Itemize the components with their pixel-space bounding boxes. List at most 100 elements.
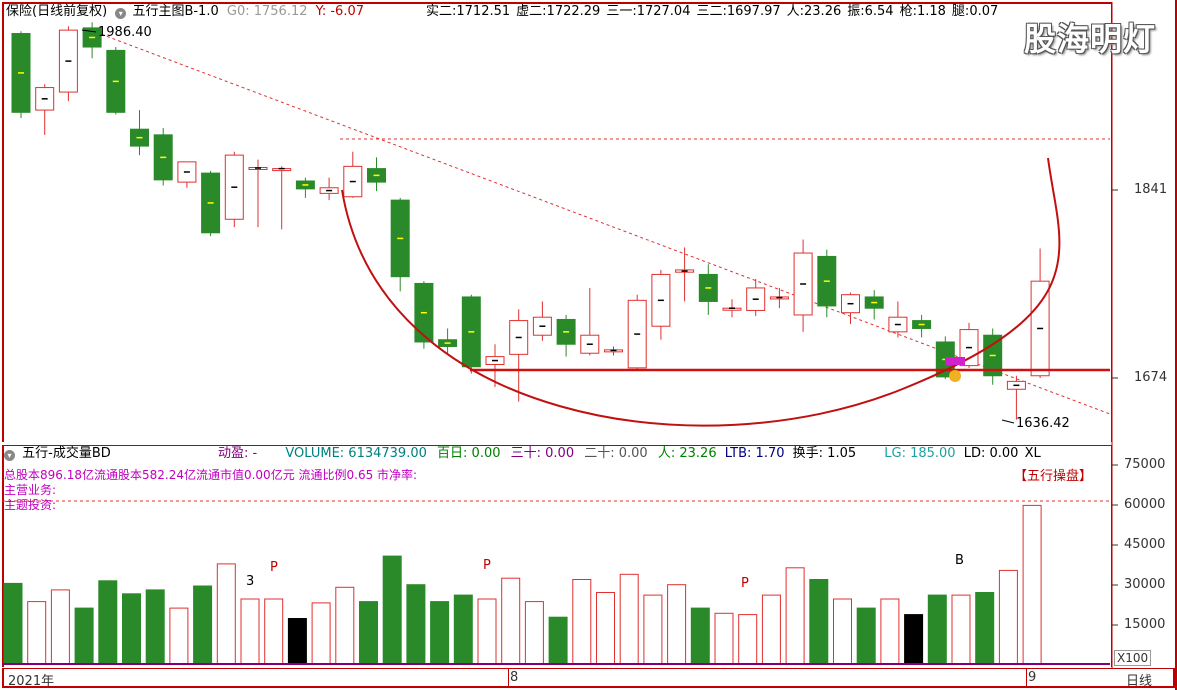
info-line-business: 主营业务:	[4, 483, 57, 497]
indicator-item-label: 枪:	[899, 4, 917, 19]
ren-value: 人: 23.26	[657, 446, 717, 461]
annotation-pointer	[81, 29, 97, 33]
low-price-annotation: 1636.42	[1016, 416, 1070, 431]
period-label[interactable]: 日线	[1126, 674, 1153, 689]
volume-axis-tick-30000: 30000	[1124, 577, 1166, 592]
signal-box	[945, 357, 965, 365]
xl-value: XL	[1024, 446, 1041, 461]
stock-title[interactable]: 保险(日线前复权)	[6, 4, 108, 19]
volume-bar	[548, 616, 568, 665]
period-box[interactable]	[1112, 668, 1175, 688]
volume-bar	[477, 598, 497, 665]
volume-bar	[572, 579, 592, 665]
volume-bar	[240, 598, 260, 665]
indicator-item-label: 虚二:	[516, 4, 547, 19]
annotation-pointer	[1001, 419, 1015, 424]
indicator-item: 实二:1712.51	[426, 4, 510, 19]
volume-bar	[311, 602, 331, 665]
time-axis-divider	[508, 668, 509, 688]
volume-bar	[359, 601, 378, 665]
sanshi-value: 三十: 0.00	[510, 446, 575, 461]
volume-bar	[216, 563, 236, 665]
time-axis-year: 2021年	[8, 674, 55, 689]
volume-bar	[524, 601, 544, 665]
volume-indicator-values: 动盈: - VOLUME: 6134739.00 百日: 0.00 三十: 0.…	[218, 446, 1041, 462]
volume-bar	[335, 586, 355, 665]
volume-bar	[98, 580, 118, 665]
y-value: Y: -6.07	[315, 4, 365, 19]
count-marker: 3	[246, 574, 255, 589]
trend-line	[89, 29, 1111, 415]
volume-bar	[27, 601, 47, 665]
indicator-item: 腿:0.07	[952, 4, 998, 19]
volume-bar	[406, 584, 426, 665]
lg-value: LG: 185.00	[884, 446, 956, 461]
volume-axis-tick-45000: 45000	[1124, 537, 1166, 552]
indicator-item-value: 23.26	[804, 4, 842, 19]
volume-bar	[975, 592, 995, 665]
volume-bar	[193, 585, 213, 665]
indicator-item-label: 实二:	[426, 4, 457, 19]
dropdown-icon[interactable]: ▾	[4, 450, 15, 461]
indicator-item-label: 人:	[786, 4, 805, 19]
ltb-value: LTB: 1.70	[724, 446, 785, 461]
volume-bar	[50, 589, 70, 665]
volume-bar	[3, 582, 23, 665]
volume-bar	[904, 614, 924, 665]
volume-indicator-name[interactable]: 五行-成交量BD	[22, 446, 111, 461]
volume-value: VOLUME: 6134739.00	[285, 446, 427, 461]
time-axis-month-8: 8	[510, 670, 519, 685]
indicator-item-value: 6.54	[864, 4, 894, 19]
indicator-item-value: 0.07	[969, 4, 999, 19]
volume-bar	[74, 607, 94, 665]
indicator-item-value: 1712.51	[456, 4, 511, 19]
price-indicator-values: 实二:1712.51 虚二:1722.29 三一:1727.04 三二:1697.97…	[426, 4, 1004, 20]
high-price-annotation: 1986.40	[98, 25, 152, 40]
volume-bar	[287, 618, 307, 665]
volume-bar	[998, 569, 1018, 665]
volume-bar	[264, 598, 284, 665]
indicator-item-value: 1697.97	[726, 4, 781, 19]
b-marker: B	[955, 553, 964, 568]
volume-bar	[430, 601, 450, 665]
volume-bar	[122, 593, 141, 665]
wuxing-tag[interactable]: 【五行操盘】	[1014, 469, 1093, 484]
volume-bar	[145, 589, 165, 665]
price-axis-label-high: 1841	[1134, 182, 1168, 197]
signal-ball	[949, 370, 961, 382]
volume-bar	[169, 607, 189, 665]
time-axis[interactable]	[2, 668, 1112, 688]
dropdown-icon[interactable]: ▾	[115, 8, 127, 19]
volume-axis-tick-75000: 75000	[1124, 457, 1166, 472]
indicator-item-label: 腿:	[951, 4, 970, 19]
indicator-item-value: 1.18	[916, 4, 946, 19]
volume-bar	[643, 594, 663, 665]
volume-bar	[833, 598, 852, 665]
price-axis-label-low: 1674	[1134, 370, 1168, 385]
ershi-value: 二十: 0.00	[584, 446, 648, 461]
volume-bar	[785, 567, 805, 665]
indicator-name[interactable]: 五行主图B-1.0	[132, 4, 219, 19]
volume-bar	[1022, 504, 1042, 665]
ld-value: LD: 0.00	[963, 446, 1019, 461]
dongying-value: 动盈: -	[218, 446, 258, 461]
indicator-item: 人:23.26	[787, 4, 842, 19]
volume-bar	[453, 594, 473, 665]
p-marker: P	[483, 558, 491, 573]
volume-bar	[690, 607, 710, 665]
volume-bar	[856, 607, 876, 665]
volume-bar	[382, 555, 402, 665]
cup-arc	[341, 157, 1061, 427]
volume-axis-tick-60000: 60000	[1124, 497, 1166, 512]
volume-bar	[714, 612, 734, 665]
info-line-theme: 主题投资:	[4, 498, 57, 512]
bairi-value: 百日: 0.00	[437, 446, 501, 461]
volume-header: ▾ 五行-成交量BD	[4, 446, 111, 462]
p-marker: P	[270, 560, 278, 575]
volume-bar	[880, 598, 900, 665]
indicator-item: 振:6.54	[847, 4, 893, 19]
indicator-item-label: 三一:	[606, 4, 637, 19]
g0-value: G0: 1756.12	[226, 4, 308, 19]
time-axis-divider	[1026, 668, 1027, 688]
